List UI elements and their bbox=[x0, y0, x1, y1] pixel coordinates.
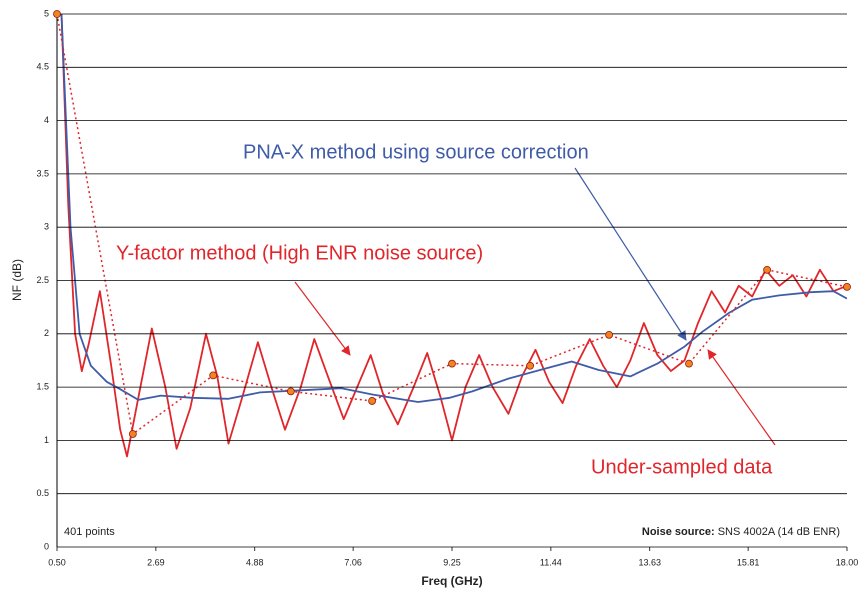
x-axis-label: Freq (GHz) bbox=[421, 574, 482, 588]
marker bbox=[128, 430, 137, 438]
marker bbox=[605, 330, 613, 339]
annotation: PNA-X method using source correction bbox=[243, 141, 589, 163]
y-tick-label: 0 bbox=[44, 541, 49, 551]
y-tick-label: 2 bbox=[44, 328, 49, 338]
marker bbox=[685, 359, 693, 368]
y-tick-label: 2.5 bbox=[36, 275, 49, 285]
series-line bbox=[57, 14, 847, 435]
marker bbox=[286, 387, 295, 396]
y-tick-label: 1.5 bbox=[36, 381, 49, 391]
x-tick-label: 13.63 bbox=[638, 557, 661, 567]
arrow bbox=[574, 167, 687, 341]
marker bbox=[843, 282, 851, 291]
marker bbox=[448, 359, 456, 368]
marker bbox=[53, 10, 61, 18]
marker bbox=[526, 361, 534, 370]
y-axis-label: NF (dB) bbox=[10, 259, 24, 301]
y-tick-label: 1 bbox=[44, 435, 49, 445]
y-tick-label: 3 bbox=[44, 222, 49, 232]
x-tick-label: 11.44 bbox=[540, 557, 562, 567]
marker bbox=[763, 265, 771, 274]
y-tick-label: 3.5 bbox=[36, 168, 49, 178]
y-tick-label: 4.5 bbox=[36, 62, 49, 72]
series-line bbox=[60, 14, 847, 403]
annotation: 401 points bbox=[64, 526, 115, 538]
annotation: Noise source: SNS 4002A (14 dB ENR) bbox=[642, 526, 840, 538]
annotation: Y-factor method (High ENR noise source) bbox=[116, 242, 483, 264]
arrow bbox=[707, 349, 776, 446]
marker bbox=[209, 371, 218, 380]
annotation-label: Noise source: bbox=[642, 526, 715, 538]
x-tick-label: 18.00 bbox=[836, 557, 859, 567]
y-tick-label: 4 bbox=[44, 115, 49, 125]
x-tick-label: 15.81 bbox=[737, 557, 760, 567]
arrow bbox=[294, 281, 351, 356]
x-tick-label: 4.88 bbox=[246, 557, 264, 567]
y-tick-label: 5 bbox=[44, 8, 49, 18]
x-tick-label: 9.25 bbox=[443, 557, 461, 567]
series-line bbox=[60, 14, 847, 458]
x-tick-label: 2.69 bbox=[147, 557, 165, 567]
marker bbox=[368, 397, 376, 405]
annotation: Under-sampled data bbox=[591, 456, 773, 478]
y-tick-label: 0.5 bbox=[36, 488, 49, 498]
annotation-value: SNS 4002A (14 dB ENR) bbox=[718, 526, 840, 538]
x-tick-label: 7.06 bbox=[344, 557, 362, 567]
x-tick-label: 0.50 bbox=[48, 557, 66, 567]
